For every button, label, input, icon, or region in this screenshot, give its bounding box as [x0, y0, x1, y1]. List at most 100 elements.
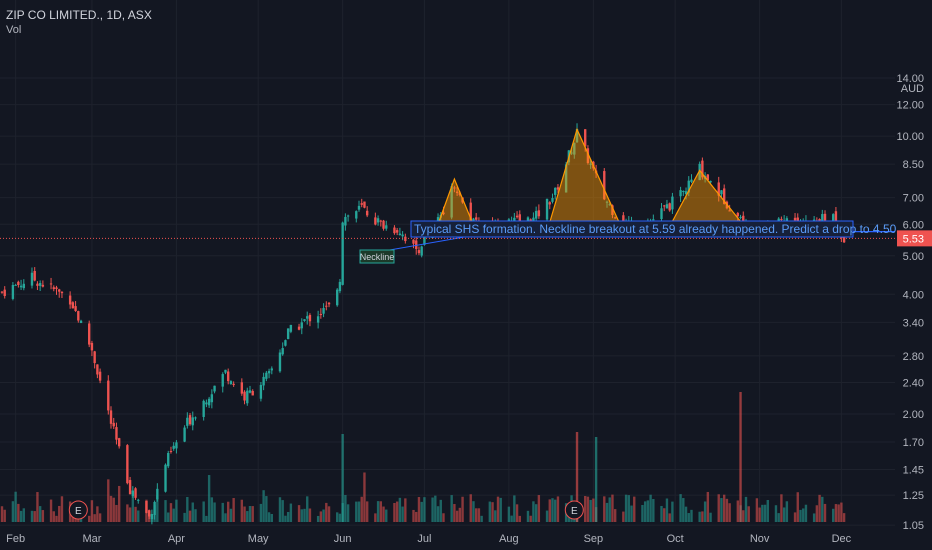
volume-bar: [232, 498, 235, 522]
candle-body: [842, 237, 846, 243]
candle-body: [363, 201, 366, 208]
candle-body: [297, 326, 301, 330]
candle-body: [169, 450, 173, 452]
candle-body: [728, 210, 731, 212]
candle-body: [374, 217, 377, 225]
volume-bar: [194, 509, 197, 522]
y-tick-label: 2.80: [903, 351, 924, 363]
candle-body: [117, 438, 121, 447]
volume-bar: [652, 499, 655, 522]
x-tick-label: Aug: [499, 533, 519, 545]
volume-bar: [823, 503, 827, 522]
candle-body: [137, 499, 140, 501]
candle-body: [545, 198, 549, 220]
volume-bar: [455, 510, 459, 522]
volume-bar: [96, 506, 99, 522]
volume-bar: [30, 510, 34, 522]
volume-bar: [423, 497, 426, 522]
volume-bar: [698, 511, 701, 522]
candle-body: [303, 319, 306, 321]
volume-bar: [202, 501, 205, 522]
volume-bar: [690, 509, 693, 522]
candle-body: [319, 314, 323, 316]
candle-body: [537, 210, 541, 217]
volume-bar: [499, 497, 502, 522]
volume-bar: [747, 506, 750, 522]
y-tick-label: 1.05: [903, 520, 924, 532]
y-tick-label: 0.89: [903, 549, 924, 550]
volume-bar: [417, 497, 421, 522]
volume-bar: [336, 512, 339, 522]
candle-body: [243, 391, 246, 401]
volume-bar: [586, 496, 590, 522]
volume-bar: [799, 509, 802, 522]
volume-bar: [415, 511, 418, 522]
candle-body: [832, 214, 835, 222]
volume-bar: [360, 496, 363, 522]
candle-body: [259, 384, 263, 399]
candle-body: [679, 190, 682, 197]
candle-body: [398, 233, 402, 236]
volume-bar: [382, 506, 385, 522]
earnings-marker-icon: [564, 500, 584, 520]
candle-body: [262, 376, 265, 386]
candle-body: [14, 284, 17, 286]
volume-bar: [49, 499, 53, 522]
volume-bar: [248, 506, 252, 522]
volume-bar: [431, 497, 434, 522]
candle-body: [58, 289, 61, 292]
candle-body: [564, 164, 568, 193]
candle-body: [573, 142, 576, 155]
volume-bar: [475, 508, 478, 522]
x-tick-label: Dec: [832, 533, 852, 545]
candle-body: [823, 213, 827, 221]
volume-bar: [515, 504, 519, 522]
candle-body: [412, 239, 415, 244]
volume-bar: [284, 515, 287, 522]
volume-bar: [346, 504, 350, 522]
candle-body: [534, 210, 538, 219]
volume-bar: [469, 494, 472, 522]
volume-bar: [556, 496, 560, 522]
candle-body: [164, 464, 167, 492]
volume-bar: [592, 498, 595, 522]
candle-body: [796, 217, 799, 222]
candle-body: [175, 442, 178, 449]
volume-bar: [175, 499, 178, 522]
volume-bar: [306, 496, 309, 522]
candle-body: [720, 190, 723, 195]
volume-bar: [627, 495, 630, 522]
volume-bar: [725, 498, 729, 522]
candle-body: [682, 191, 685, 193]
candle-body: [115, 427, 118, 440]
candle-body: [652, 219, 655, 221]
volume-bar: [289, 503, 293, 522]
candle-body: [336, 289, 339, 306]
y-tick-label: 14.00: [896, 73, 924, 85]
candle-body: [355, 211, 358, 219]
candle-body: [589, 163, 592, 165]
volume-bar: [36, 492, 39, 522]
volume-bar: [758, 507, 761, 522]
candle-body: [671, 196, 674, 210]
volume-bar: [761, 504, 764, 522]
volume-bar: [774, 505, 778, 522]
volume-bar: [404, 498, 407, 522]
volume-bar: [643, 501, 647, 522]
volume-bar: [665, 498, 669, 522]
volume-bar: [270, 513, 273, 522]
volume-bar: [98, 513, 102, 522]
candle-body: [284, 340, 287, 346]
volume-bar: [251, 506, 254, 522]
volume-bar: [243, 506, 246, 522]
volume-bar: [71, 514, 75, 522]
last-price-badge: [897, 230, 932, 247]
volume-bar: [172, 508, 175, 522]
volume-bar: [780, 494, 783, 522]
volume-bar: [496, 496, 500, 522]
candle-body: [701, 160, 704, 178]
volume-bar: [205, 515, 208, 522]
candle-body: [698, 163, 701, 181]
candle-body: [128, 480, 132, 495]
